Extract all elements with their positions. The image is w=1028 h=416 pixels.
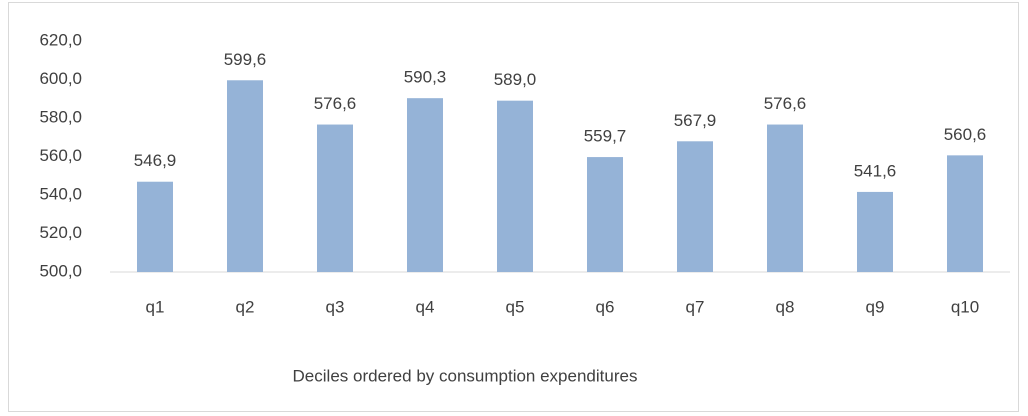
data-label: 560,6 [944,125,987,144]
x-tick-label: q2 [236,297,255,316]
x-tick-label: q7 [686,297,705,316]
data-label: 541,6 [854,161,897,180]
bar [677,141,713,272]
x-tick-label: q5 [506,297,525,316]
x-tick-label: q3 [326,297,345,316]
x-tick-label: q9 [866,297,885,316]
x-axis-title: Deciles ordered by consumption expenditu… [293,366,638,385]
y-tick-label: 560,0 [39,146,82,165]
y-tick-label: 620,0 [39,30,82,49]
y-tick-label: 500,0 [39,261,82,280]
data-label: 559,7 [584,127,627,146]
x-tick-label: q4 [416,297,435,316]
y-tick-label: 520,0 [39,223,82,242]
bar [857,191,893,272]
bar [317,124,353,272]
x-tick-label: q8 [776,297,795,316]
y-tick-label: 540,0 [39,184,82,203]
y-tick-label: 600,0 [39,69,82,88]
bar [407,98,443,272]
x-tick-label: q6 [596,297,615,316]
data-label: 546,9 [134,151,177,170]
bar [497,100,533,272]
bar [227,80,263,273]
data-label: 589,0 [494,70,537,89]
y-tick-label: 580,0 [39,107,82,126]
x-tick-label: q10 [951,297,979,316]
bar [587,157,623,272]
bar [947,155,983,272]
x-tick-label: q1 [146,297,165,316]
bar [137,181,173,272]
bar [767,124,803,272]
data-label: 567,9 [674,111,717,130]
data-label: 576,6 [764,94,807,113]
data-label: 576,6 [314,94,357,113]
data-label: 599,6 [224,50,267,69]
data-label: 590,3 [404,68,447,87]
